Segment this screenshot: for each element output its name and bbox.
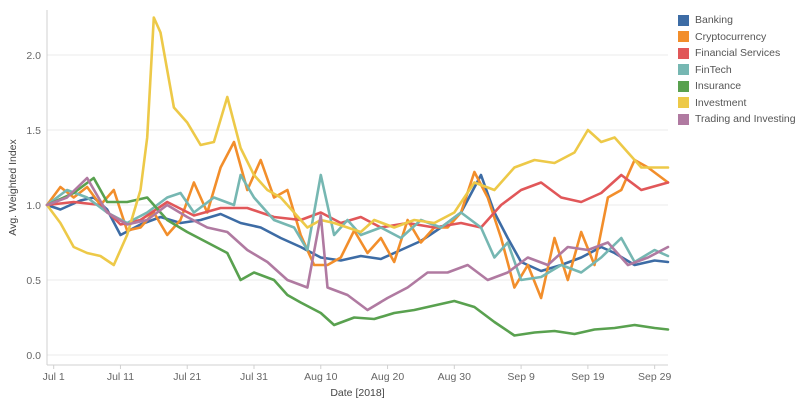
legend-label: FinTech [695,63,732,76]
legend-swatch [678,47,689,59]
x-tick-label: Aug 10 [304,371,337,383]
legend: Banking Cryptocurrency Financial Services F… [678,12,798,128]
x-tick-label: Sep 19 [571,371,604,383]
legend-label: Investment [695,96,747,109]
legend-label: Financial Services [695,47,781,60]
y-axis-title: Avg. Weighted Index [7,138,19,235]
legend-item-fintech[interactable]: FinTech [678,62,798,79]
legend-swatch [678,31,689,43]
y-tick-label: 1.0 [26,200,41,212]
y-tick-label: 1.5 [26,125,41,137]
legend-item-insurance[interactable]: Insurance [678,78,798,95]
x-tick-label: Jul 11 [107,371,134,383]
legend-swatch [678,80,689,92]
axes [46,10,668,369]
y-tick-label: 0.0 [26,350,41,362]
series-line-fintech [45,173,670,282]
x-tick-label: Jul 31 [240,371,268,383]
legend-swatch [678,113,689,125]
series-line-investment [45,16,670,267]
y-tick-label: 0.5 [26,275,41,287]
gridlines [47,54,668,356]
legend-label: Cryptocurrency [695,30,767,43]
x-tick-label: Jul 1 [43,371,65,383]
y-tick-label: 2.0 [26,50,41,62]
legend-swatch [678,97,689,109]
legend-swatch [678,64,689,76]
legend-swatch [678,14,689,26]
series-line-insurance [45,176,670,337]
x-tick-label: Sep 29 [638,371,671,383]
x-tick-label: Aug 20 [371,371,404,383]
legend-item-cryptocurrency[interactable]: Cryptocurrency [678,29,798,46]
legend-item-trading-and-investing[interactable]: Trading and Investing [678,111,798,128]
legend-item-banking[interactable]: Banking [678,12,798,29]
legend-item-investment[interactable]: Investment [678,95,798,112]
legend-label: Banking [695,14,733,27]
series-line-trading-and-investing [45,176,670,312]
x-tick-label: Aug 30 [438,371,471,383]
legend-label: Insurance [695,80,742,93]
legend-item-financial-services[interactable]: Financial Services [678,45,798,62]
tick-labels: 0.0 0.5 1.0 1.5 2.0 Jul 1 Jul 11 Jul 21 Jul 31 Au… [26,50,671,383]
x-axis-title: Date [2018] [330,387,384,399]
x-tick-label: Jul 21 [173,371,201,383]
series-lines [45,16,670,337]
x-tick-label: Sep 9 [507,371,535,383]
legend-label: Trading and Investing [695,113,796,126]
